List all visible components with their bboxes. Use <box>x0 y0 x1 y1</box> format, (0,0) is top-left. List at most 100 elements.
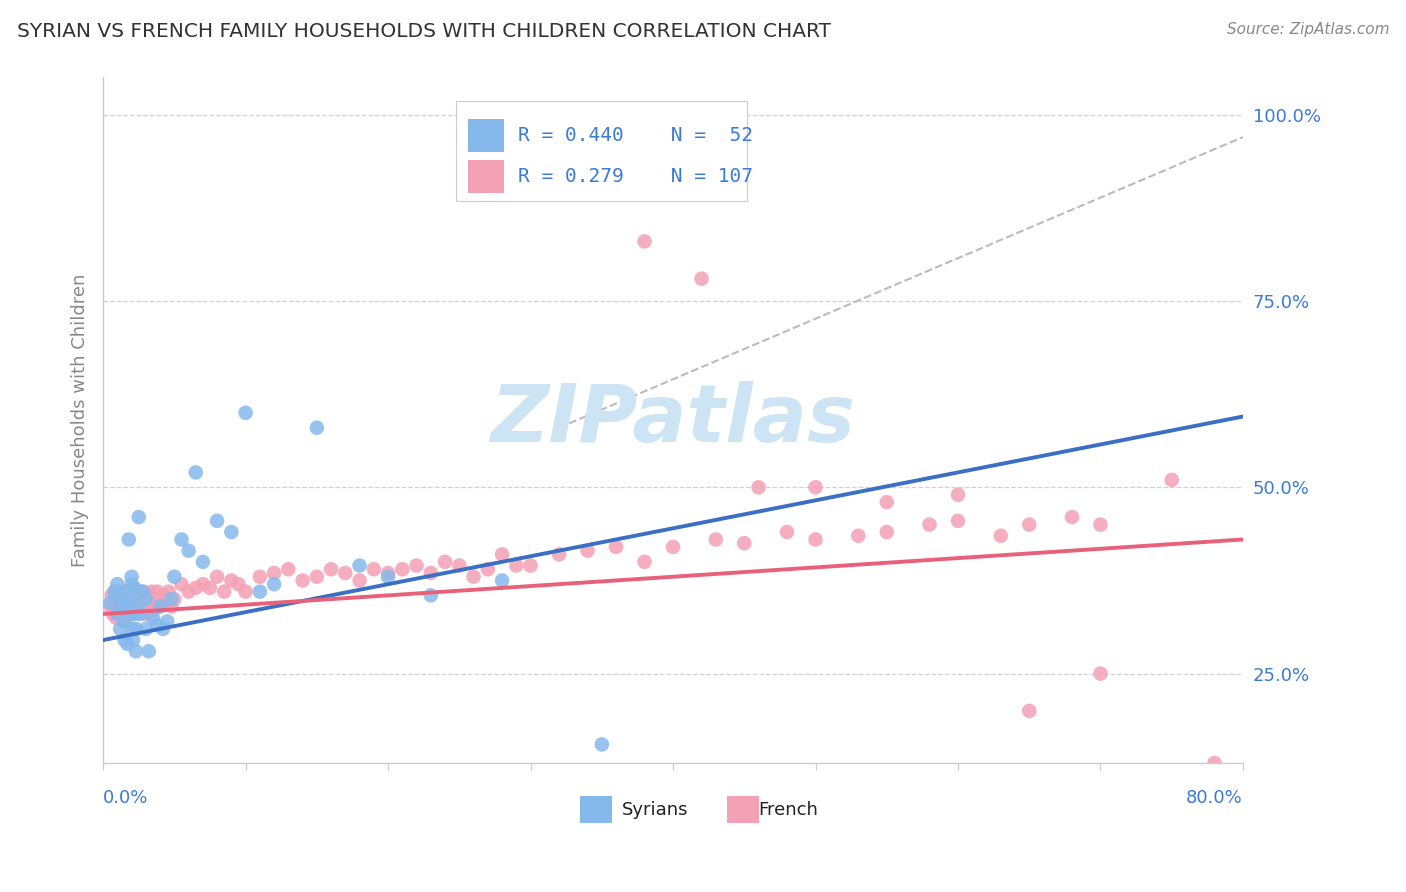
Point <box>114 633 136 648</box>
Bar <box>579 796 612 823</box>
Point <box>205 570 228 584</box>
Point <box>228 577 250 591</box>
Point <box>118 592 141 607</box>
FancyBboxPatch shape <box>457 102 747 201</box>
Point <box>846 529 869 543</box>
Point <box>125 592 148 607</box>
Point <box>319 562 342 576</box>
Point <box>377 570 399 584</box>
Point <box>1090 666 1112 681</box>
Point <box>128 596 150 610</box>
Point <box>118 533 141 547</box>
Point <box>124 581 146 595</box>
Point <box>235 584 257 599</box>
Point <box>221 524 243 539</box>
Point <box>263 566 285 580</box>
Point <box>115 584 138 599</box>
Point <box>876 495 898 509</box>
Point <box>1018 517 1040 532</box>
Point <box>142 603 165 617</box>
Point <box>170 577 193 591</box>
Point <box>205 514 228 528</box>
Text: R = 0.440    N =  52: R = 0.440 N = 52 <box>517 126 754 145</box>
Point <box>146 618 169 632</box>
Point <box>349 558 371 573</box>
Bar <box>468 120 505 153</box>
Text: French: French <box>759 801 818 819</box>
Point <box>491 547 513 561</box>
Point <box>117 637 139 651</box>
Point <box>177 584 200 599</box>
Point <box>121 584 143 599</box>
Point <box>1090 517 1112 532</box>
Point <box>114 592 136 607</box>
Point <box>103 596 125 610</box>
Point <box>98 599 121 614</box>
Point <box>110 607 132 621</box>
Point <box>128 584 150 599</box>
Point <box>776 524 799 539</box>
Point <box>160 592 183 607</box>
Point <box>124 584 146 599</box>
Point <box>235 406 257 420</box>
Point <box>135 592 157 607</box>
Point <box>143 592 166 607</box>
Bar <box>468 161 505 194</box>
Point <box>449 558 471 573</box>
Point <box>177 543 200 558</box>
Point <box>163 592 186 607</box>
Point <box>120 603 142 617</box>
Point <box>121 607 143 621</box>
Point <box>748 480 770 494</box>
Point <box>129 592 152 607</box>
Text: Syrians: Syrians <box>621 801 689 819</box>
Point <box>136 596 159 610</box>
Point <box>1018 704 1040 718</box>
Point <box>114 615 136 629</box>
Text: 80.0%: 80.0% <box>1187 789 1243 807</box>
Point <box>505 558 527 573</box>
Point <box>114 603 136 617</box>
Point <box>122 588 145 602</box>
Point <box>114 584 136 599</box>
Point <box>135 607 157 621</box>
Point <box>128 596 150 610</box>
Point <box>129 607 152 621</box>
Point <box>419 588 441 602</box>
Point <box>111 588 134 602</box>
Point <box>121 577 143 591</box>
Point <box>155 596 177 610</box>
Point <box>105 603 128 617</box>
Point <box>491 574 513 588</box>
Point <box>291 574 314 588</box>
Point <box>138 644 160 658</box>
Point <box>157 584 180 599</box>
Point <box>115 596 138 610</box>
Point <box>305 570 328 584</box>
Point <box>184 581 207 595</box>
Point <box>463 570 485 584</box>
Point <box>198 581 221 595</box>
Point <box>149 592 172 607</box>
Point <box>98 596 121 610</box>
Point <box>152 588 174 602</box>
Point <box>141 584 163 599</box>
Point <box>335 566 357 580</box>
Point <box>212 584 235 599</box>
Point <box>110 596 132 610</box>
Point <box>149 599 172 614</box>
Point <box>125 622 148 636</box>
Point <box>145 596 167 610</box>
Point <box>105 577 128 591</box>
Point <box>114 599 136 614</box>
Point <box>349 574 371 588</box>
Point <box>131 588 153 602</box>
Point <box>146 584 169 599</box>
Point <box>115 588 138 602</box>
Point <box>112 615 135 629</box>
Point <box>135 592 157 607</box>
Point <box>111 596 134 610</box>
Point <box>118 584 141 599</box>
Text: Source: ZipAtlas.com: Source: ZipAtlas.com <box>1226 22 1389 37</box>
Point <box>591 738 613 752</box>
